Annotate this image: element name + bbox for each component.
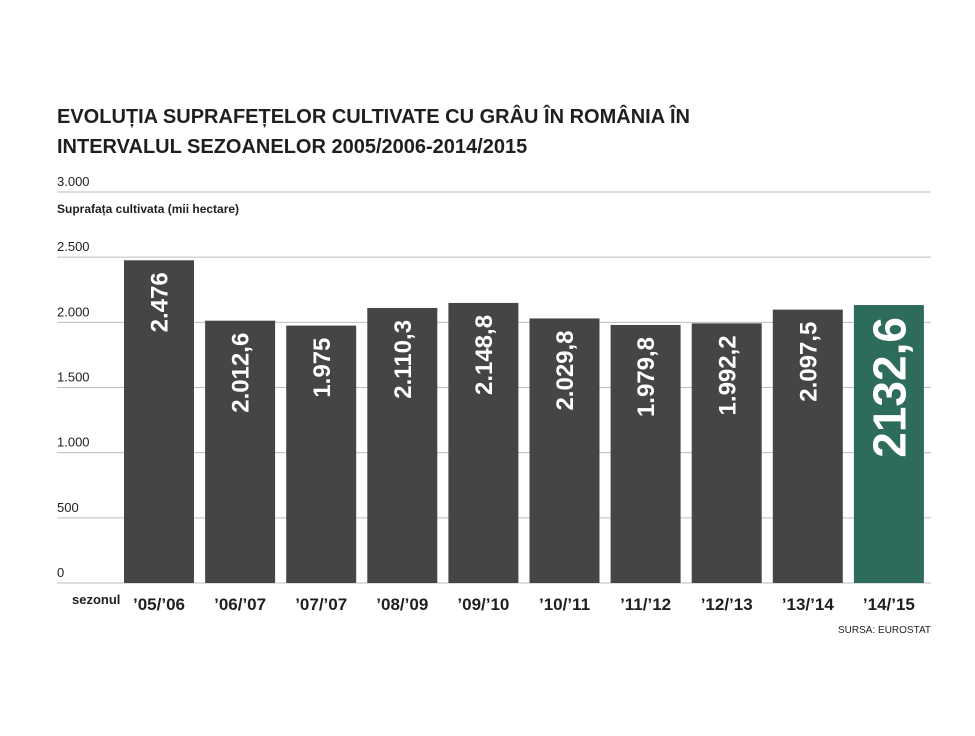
y-tick-labels: 0 500 1.000 1.500 2.000 2.500 3.000 [57,174,90,580]
chart-title-line-2: INTERVALUL SEZOANELOR 2005/2006-2014/201… [57,136,527,158]
x-tick-label: ’06/’07 [214,595,266,614]
bar-value-label: 2.476 [147,272,174,332]
x-tick-label: ’12/’13 [701,595,753,614]
bar [448,302,519,583]
bar [772,309,843,583]
x-tick-label: ’14/’15 [863,595,915,614]
bar [853,305,924,583]
y-tick-label: 1.500 [57,370,90,385]
bar [124,260,194,583]
bar-value-label: 2132,6 [863,317,915,458]
x-tick-label: ’09/’10 [457,595,509,614]
value-labels: 2.476 2.012,6 1.975 2.110,3 2.148,8 2.029,8 1.… [147,272,916,457]
x-tick-labels: ’05/’06 ’06/’07 ’07/’07 ’08/’09 ’09/’10 ’10/’… [133,595,915,614]
y-tick-label: 2.500 [57,239,90,254]
x-tick-label: ’05/’06 [133,595,185,614]
chart-title-line-1: EVOLUȚIA SUPRAFEȚELOR CULTIVATE CU GRÂU … [57,104,690,128]
x-axis-label: sezonul [72,592,120,607]
source-note: SURSA: EUROSTAT [838,625,931,636]
y-tick-label: 2.000 [57,304,90,319]
bar-value-label: 2.110,3 [390,320,417,399]
y-axis-label: Suprafața cultivata (mii hectare) [57,202,239,216]
x-tick-label: ’11/’12 [620,595,671,614]
bar-value-label: 1.975 [309,338,336,398]
bar [610,324,681,583]
x-tick-label: ’10/’11 [539,595,590,614]
y-tick-label: 500 [57,500,79,515]
bar-value-label: 2.012,6 [228,333,255,413]
bar-value-label: 1.979,8 [633,337,660,417]
x-tick-label: ’07/’07 [295,595,347,614]
x-tick-label: ’13/’14 [782,595,835,614]
bars [124,260,924,583]
bar-value-label: 2.029,8 [552,330,579,410]
bar [529,318,600,583]
bar [691,323,762,583]
bar [205,320,276,583]
bar [286,325,357,583]
bar-value-label: 2.097,5 [795,322,822,402]
x-tick-label: ’08/’09 [376,595,428,614]
bar [367,307,438,583]
y-tick-label: 3.000 [57,174,90,189]
bar-value-label: 2.148,8 [471,315,498,395]
y-tick-label: 1.000 [57,435,90,450]
bar-value-label: 1.992,2 [714,335,741,415]
y-tick-label: 0 [57,565,64,580]
